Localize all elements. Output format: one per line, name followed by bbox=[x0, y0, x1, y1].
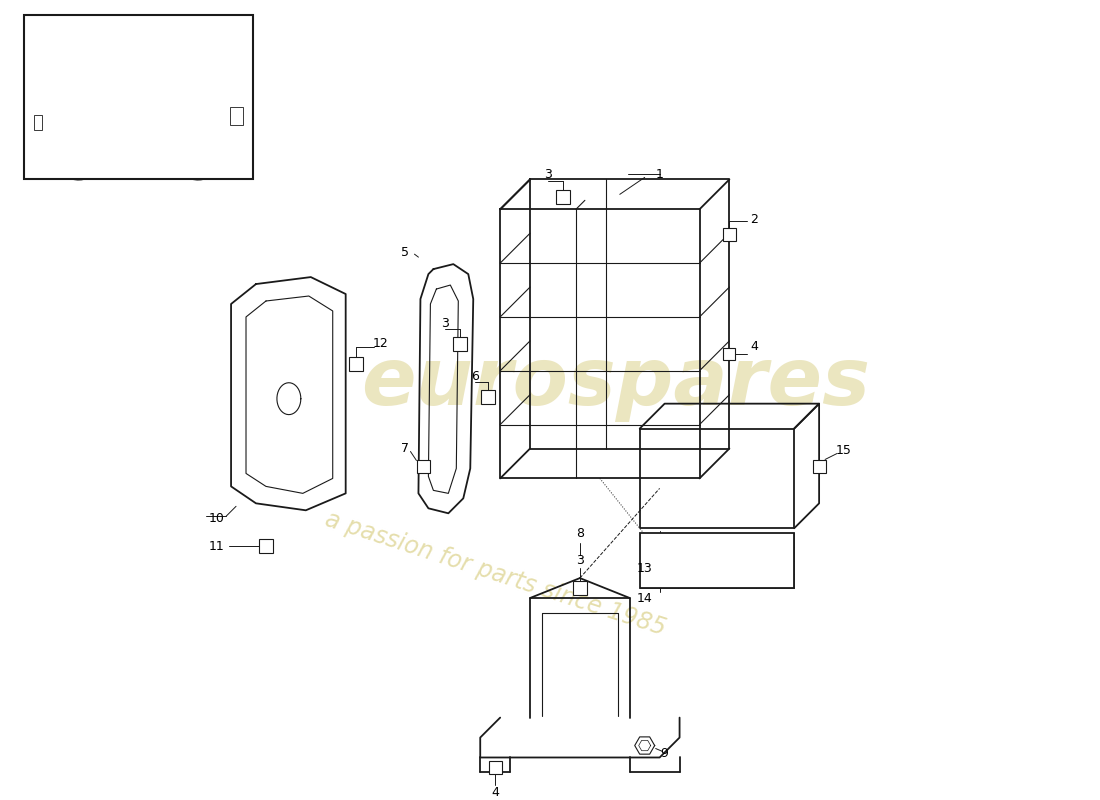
Text: 7: 7 bbox=[402, 442, 409, 455]
Bar bbox=[349, 357, 363, 370]
Text: 6: 6 bbox=[471, 370, 480, 383]
Bar bbox=[724, 348, 736, 360]
Text: 10: 10 bbox=[208, 512, 224, 525]
Bar bbox=[640, 534, 794, 588]
Text: eurospares: eurospares bbox=[361, 344, 870, 422]
Text: 5: 5 bbox=[402, 246, 409, 258]
Text: 11: 11 bbox=[208, 540, 224, 553]
Bar bbox=[813, 460, 826, 473]
Bar bbox=[258, 539, 273, 553]
Text: 12: 12 bbox=[373, 338, 388, 350]
Bar bbox=[556, 190, 570, 204]
Text: 13: 13 bbox=[637, 562, 652, 574]
Bar bbox=[488, 761, 502, 774]
Text: 2: 2 bbox=[750, 213, 758, 226]
Bar bbox=[453, 337, 468, 351]
Bar bbox=[481, 390, 495, 404]
Bar bbox=[230, 107, 243, 125]
Text: 1: 1 bbox=[656, 168, 663, 181]
Text: 14: 14 bbox=[637, 591, 652, 605]
Text: 9: 9 bbox=[661, 747, 669, 760]
Bar bbox=[417, 460, 430, 473]
Bar bbox=[573, 581, 587, 595]
Bar bbox=[24, 15, 253, 179]
Bar bbox=[34, 114, 43, 130]
Bar bbox=[723, 228, 736, 241]
Text: 3: 3 bbox=[441, 318, 449, 330]
Text: 4: 4 bbox=[750, 340, 758, 354]
Text: 3: 3 bbox=[576, 554, 584, 566]
Text: 8: 8 bbox=[576, 526, 584, 540]
Text: 4: 4 bbox=[492, 786, 499, 799]
Text: 3: 3 bbox=[544, 168, 552, 181]
Text: a passion for parts since 1985: a passion for parts since 1985 bbox=[322, 507, 669, 641]
Text: 15: 15 bbox=[836, 444, 852, 457]
